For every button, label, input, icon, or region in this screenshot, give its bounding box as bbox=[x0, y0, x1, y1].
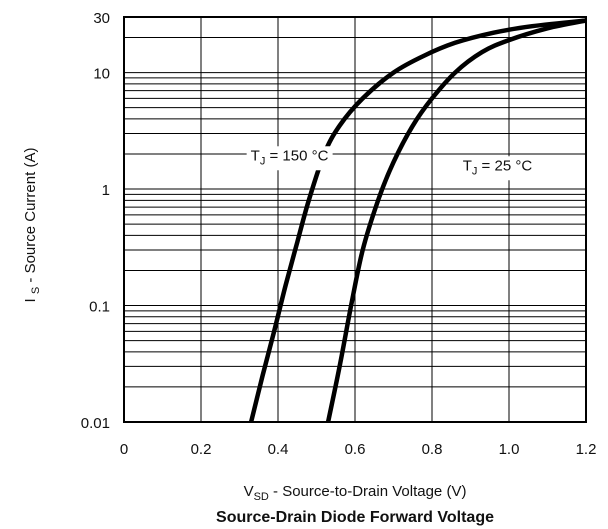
chart-title: Source-Drain Diode Forward Voltage bbox=[216, 509, 494, 526]
x-tick-label: 0.2 bbox=[191, 441, 212, 458]
curves bbox=[248, 18, 587, 423]
x-tick-label: 1.0 bbox=[499, 441, 520, 458]
y-tick-label: 30 bbox=[93, 10, 110, 27]
series-line-0 bbox=[248, 18, 587, 423]
y-axis-label: I S - Source Current (A) bbox=[22, 148, 42, 303]
x-tick-label: 0 bbox=[120, 441, 128, 458]
y-tick-label: 1 bbox=[102, 182, 110, 199]
series-line-1 bbox=[325, 18, 587, 423]
grid bbox=[124, 17, 586, 422]
annotations: TJ = 150 °C TJ = 25 °C bbox=[246, 146, 537, 181]
curve-label-text: TJ = 25 °C bbox=[463, 157, 533, 177]
x-tick-labels: 0 0.2 0.4 0.6 0.8 1.0 1.2 bbox=[120, 441, 597, 458]
plot-frame bbox=[123, 16, 587, 423]
x-tick-label: 0.4 bbox=[268, 441, 289, 458]
curve-label-1: TJ = 25 °C bbox=[458, 156, 537, 181]
x-tick-label: 0.6 bbox=[345, 441, 366, 458]
y-tick-label: 0.1 bbox=[89, 299, 110, 316]
curve-label-bg bbox=[458, 156, 537, 181]
y-tick-label: 10 bbox=[93, 66, 110, 83]
x-axis-label: VSD - Source-to-Drain Voltage (V) bbox=[244, 483, 467, 503]
curve-label-text: TJ = 150 °C bbox=[251, 147, 329, 167]
x-tick-label: 1.2 bbox=[576, 441, 597, 458]
y-tick-label: 0.01 bbox=[81, 415, 110, 432]
curve-label-bg bbox=[246, 146, 333, 171]
y-tick-labels: 0.01 0.1 1 10 30 bbox=[81, 10, 110, 432]
curve-label-0: TJ = 150 °C bbox=[246, 146, 333, 171]
x-tick-label: 0.8 bbox=[422, 441, 443, 458]
